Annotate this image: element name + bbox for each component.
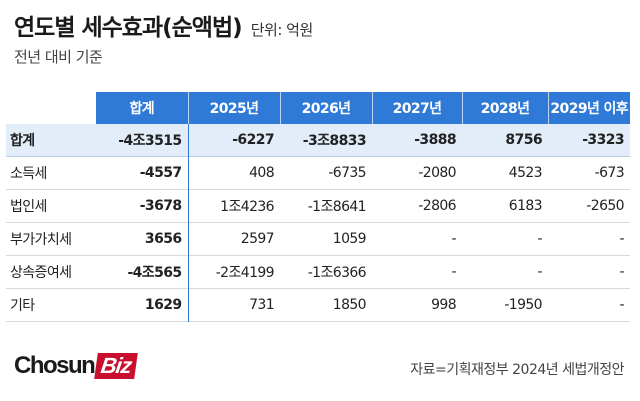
- table-cell: -4조565: [96, 255, 189, 289]
- unit-label: 단위: 억원: [250, 21, 314, 39]
- source-note: 자료=기획재정부 2024년 세법개정안: [410, 362, 624, 378]
- table-cell: -: [537, 231, 543, 247]
- table-body: 합계 -4조3515 -6227 -3조8833 -3888 8756 -332…: [6, 124, 630, 322]
- table-cell: -: [619, 297, 625, 313]
- column-header: 합계: [96, 92, 189, 124]
- row-label: 부가가치세: [10, 232, 72, 248]
- table-cell: -3678: [96, 189, 189, 223]
- column-header: 2025년: [188, 92, 281, 124]
- table-cell: -673: [594, 165, 625, 181]
- table-row-total: 합계 -4조3515 -6227 -3조8833 -3888 8756 -332…: [6, 124, 630, 157]
- table-cell: -: [619, 264, 625, 280]
- table-row: 상속증여세 -4조565 -2조4199 -1조6366 - - -: [6, 255, 630, 289]
- table-row: 부가가치세 3656 2597 1059 - - -: [6, 222, 630, 256]
- table-cell: -4조3515: [96, 124, 189, 157]
- table-row: 소득세 -4557 408 -6735 -2080 4523 -673: [6, 156, 630, 190]
- row-label: 소득세: [10, 166, 47, 182]
- table-cell: -3조8833: [280, 124, 372, 157]
- table-cell: 1850: [332, 297, 367, 313]
- table-cell: -2080: [418, 165, 456, 181]
- table-cell: 998: [431, 297, 457, 313]
- row-label: 상속증여세: [10, 265, 72, 281]
- row-label: 법인세: [10, 199, 47, 215]
- logo-wordmark: Chosun: [14, 352, 96, 379]
- column-header: 2028년: [462, 92, 549, 124]
- header-corner: [6, 92, 96, 124]
- title-row: 연도별 세수효과(순액법) 단위: 억원: [14, 8, 313, 42]
- row-label: 합계: [6, 124, 96, 157]
- table-cell: -1950: [504, 297, 542, 313]
- table-cell: -2조4199: [215, 265, 275, 281]
- table-cell: 3656: [96, 222, 189, 256]
- table-row: 기타 1629 731 1850 998 -1950 -: [6, 288, 630, 322]
- table-cell: -2806: [418, 198, 456, 214]
- table-cell: 408: [249, 165, 275, 181]
- table-cell: 6183: [508, 198, 543, 214]
- row-label: 기타: [10, 298, 35, 314]
- table-cell: -: [537, 264, 543, 280]
- table-cell: -2650: [586, 198, 624, 214]
- logo-badge: Biz: [94, 353, 139, 379]
- table-cell: 4523: [508, 165, 543, 181]
- table-cell: -: [451, 231, 457, 247]
- page-subtitle: 전년 대비 기준: [14, 48, 103, 66]
- header-row: 합계 2025년 2026년 2027년 2028년 2029년 이후: [6, 92, 630, 124]
- table-cell: -1조8641: [307, 199, 367, 215]
- chosunbiz-logo: Chosun Biz: [14, 352, 139, 382]
- table-cell: 2597: [240, 231, 275, 247]
- column-header: 2026년: [280, 92, 373, 124]
- column-header: 2029년 이후: [548, 92, 630, 124]
- page-title: 연도별 세수효과(순액법): [14, 15, 243, 41]
- table-cell: 1629: [96, 288, 189, 322]
- column-header: 2027년: [372, 92, 463, 124]
- table-cell: 731: [249, 297, 275, 313]
- table-cell: -3888: [372, 124, 462, 157]
- table-cell: -6735: [328, 165, 366, 181]
- table-cell: -: [619, 231, 625, 247]
- table-cell: 1059: [332, 231, 367, 247]
- table-cell: -3323: [548, 124, 630, 157]
- table-cell: 1조4236: [220, 199, 274, 215]
- table-cell: -6227: [188, 124, 280, 157]
- table-cell: -1조6366: [307, 265, 367, 281]
- table-cell: 8756: [462, 124, 548, 157]
- table-row: 법인세 -3678 1조4236 -1조8641 -2806 6183 -265…: [6, 189, 630, 223]
- tax-effect-table: 합계 2025년 2026년 2027년 2028년 2029년 이후 합계 -…: [6, 92, 630, 322]
- table-header: 합계 2025년 2026년 2027년 2028년 2029년 이후: [6, 92, 630, 124]
- table-cell: -: [451, 264, 457, 280]
- table-cell: -4557: [96, 156, 189, 190]
